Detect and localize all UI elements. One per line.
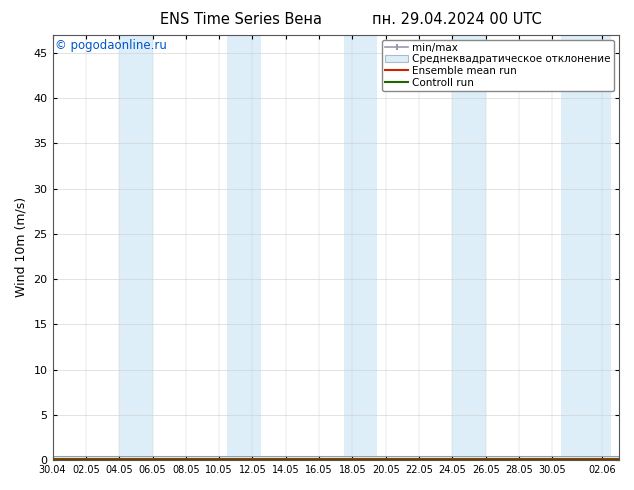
Y-axis label: Wind 10m (m/s): Wind 10m (m/s) xyxy=(15,197,28,297)
Bar xyxy=(560,35,611,460)
Bar xyxy=(119,35,153,460)
Bar xyxy=(453,35,486,460)
Bar xyxy=(228,35,261,460)
Text: © pogodaonline.ru: © pogodaonline.ru xyxy=(55,39,167,52)
Bar xyxy=(344,35,377,460)
Text: ENS Time Series Вена: ENS Time Series Вена xyxy=(160,12,322,27)
Legend: min/max, Среднеквадратическое отклонение, Ensemble mean run, Controll run: min/max, Среднеквадратическое отклонение… xyxy=(382,40,614,91)
Text: пн. 29.04.2024 00 UTC: пн. 29.04.2024 00 UTC xyxy=(372,12,541,27)
